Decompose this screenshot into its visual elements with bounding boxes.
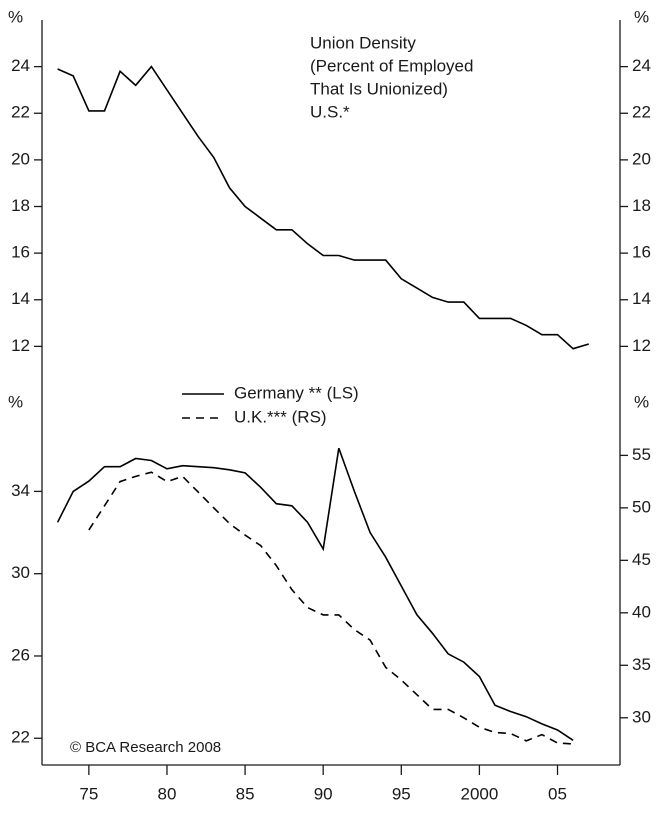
title-line: That Is Unionized) (310, 79, 448, 98)
title-line: Union Density (310, 33, 416, 52)
y2-tick-label: 55 (632, 445, 651, 464)
x-tick-label: 80 (158, 784, 177, 803)
y-tick-label: 30 (11, 563, 30, 582)
title-line: (Percent of Employed (310, 56, 473, 75)
credit: © BCA Research 2008 (70, 739, 221, 756)
y2-tick-label: 16 (632, 243, 651, 262)
y-tick-label: 12 (11, 336, 30, 355)
y2-tick-label: 22 (632, 103, 651, 122)
x-tick-label: 90 (314, 784, 333, 803)
y2-tick-label: 18 (632, 196, 651, 215)
y-tick-label: 26 (11, 645, 30, 664)
x-tick-label: 85 (236, 784, 255, 803)
y2-tick-label: 45 (632, 550, 651, 569)
y-tick-label: 34 (11, 481, 30, 500)
data-line (88, 471, 574, 745)
y2-tick-label: 14 (632, 289, 651, 308)
y-tick-label: 16 (11, 243, 30, 262)
y2-tick-label: 50 (632, 497, 651, 516)
y-tick-label: 24 (11, 56, 30, 75)
y2-tick-label: 12 (632, 336, 651, 355)
title-line: U.S.* (310, 102, 350, 121)
y2-unit: % (634, 7, 649, 26)
x-tick-label: 75 (79, 784, 98, 803)
legend-label: Germany ** (LS) (234, 383, 359, 402)
x-tick-label: 2000 (460, 784, 498, 803)
data-line (56, 447, 574, 741)
y2-unit: % (634, 392, 649, 411)
y2-tick-label: 20 (632, 149, 651, 168)
y2-tick-label: 35 (632, 655, 651, 674)
y-tick-label: 22 (11, 103, 30, 122)
y-tick-label: 20 (11, 149, 30, 168)
y-unit: % (8, 392, 23, 411)
x-tick-label: 95 (392, 784, 411, 803)
y-unit: % (8, 7, 23, 26)
legend-label: U.K.*** (RS) (234, 407, 327, 426)
y2-tick-label: 30 (632, 707, 651, 726)
y2-tick-label: 24 (632, 56, 651, 75)
x-tick-label: 05 (548, 784, 567, 803)
y-tick-label: 22 (11, 728, 30, 747)
data-line (57, 65, 590, 350)
y-tick-label: 14 (11, 289, 30, 308)
y2-tick-label: 40 (632, 602, 651, 621)
y-tick-label: 18 (11, 196, 30, 215)
